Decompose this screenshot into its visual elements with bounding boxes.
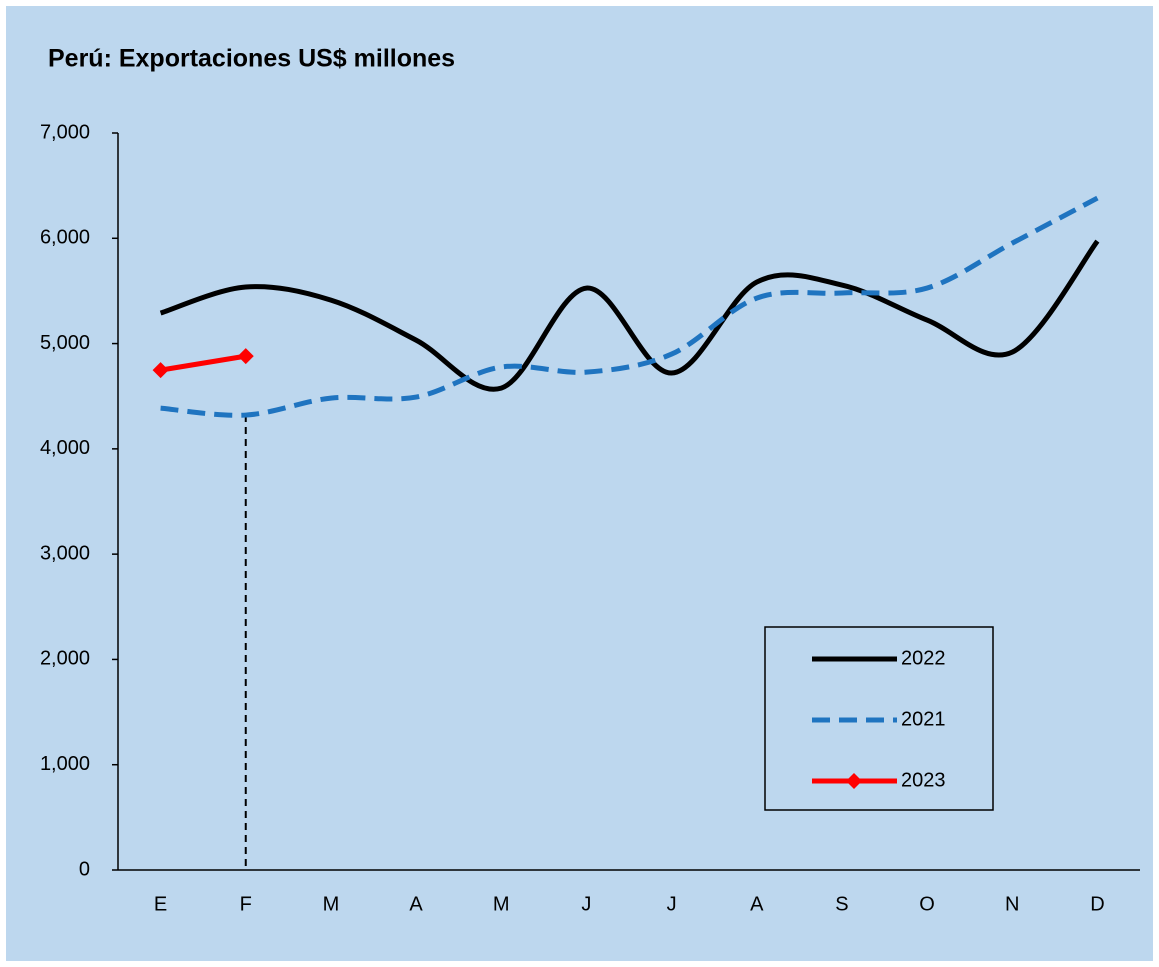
x-tick-label: M bbox=[323, 893, 340, 915]
x-tick-label: D bbox=[1090, 893, 1104, 915]
legend-label: 2021 bbox=[901, 708, 946, 730]
series-marker bbox=[237, 348, 254, 365]
y-tick-label: 1,000 bbox=[40, 753, 90, 775]
legend-label: 2022 bbox=[901, 647, 946, 669]
y-tick-label: 0 bbox=[79, 858, 90, 880]
series-line bbox=[160, 353, 247, 373]
x-tick-label: S bbox=[835, 893, 848, 915]
series-marker bbox=[152, 362, 169, 379]
chart-background bbox=[6, 6, 1153, 961]
series-line bbox=[160, 195, 1099, 418]
x-tick-label: A bbox=[409, 893, 423, 915]
x-tick-label: J bbox=[667, 893, 677, 915]
x-tick-label: M bbox=[493, 893, 510, 915]
x-tick-label: O bbox=[919, 893, 935, 915]
y-tick-label: 6,000 bbox=[40, 227, 90, 249]
y-tick-label: 7,000 bbox=[40, 121, 90, 143]
chart-title: Perú: Exportaciones US$ millones bbox=[48, 45, 455, 73]
y-tick-label: 3,000 bbox=[40, 542, 90, 564]
x-tick-label: J bbox=[581, 893, 591, 915]
legend-marker bbox=[846, 773, 862, 789]
y-tick-label: 2,000 bbox=[40, 648, 90, 670]
x-tick-label: N bbox=[1005, 893, 1019, 915]
y-tick-label: 5,000 bbox=[40, 332, 90, 354]
legend-label: 2023 bbox=[901, 769, 946, 791]
legend-box bbox=[764, 626, 994, 811]
y-tick-label: 4,000 bbox=[40, 437, 90, 459]
x-tick-label: E bbox=[154, 893, 167, 915]
x-tick-label: F bbox=[240, 893, 252, 915]
series-line bbox=[159, 239, 1100, 392]
x-tick-label: A bbox=[750, 893, 764, 915]
